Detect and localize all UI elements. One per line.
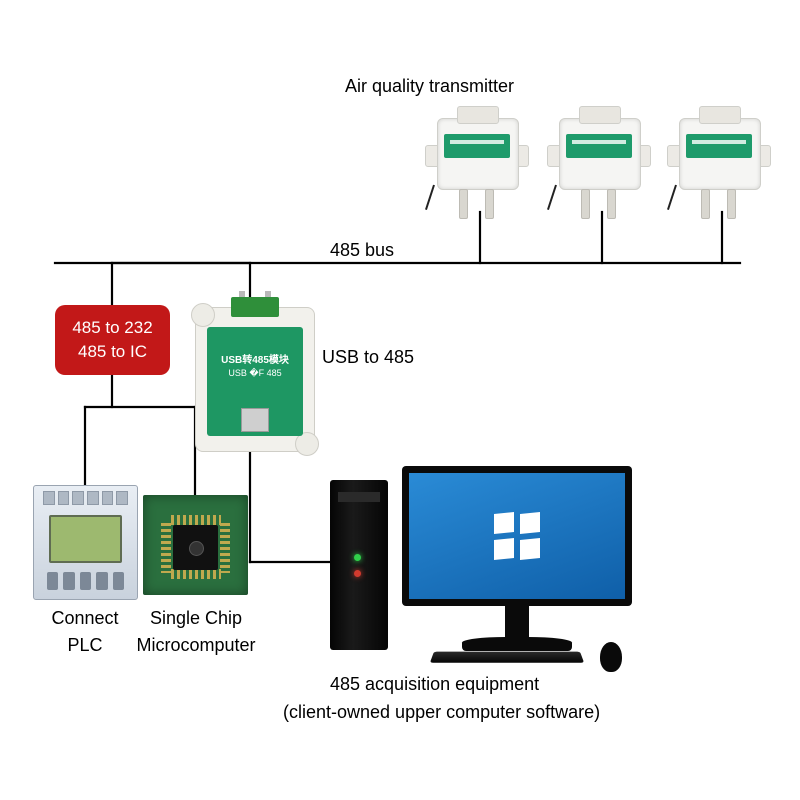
label-mcu-2: Microcomputer	[96, 633, 296, 657]
mouse	[600, 642, 622, 672]
converter-line1: 485 to 232	[72, 316, 152, 340]
windows-icon	[494, 513, 540, 559]
pc-monitor	[402, 466, 632, 651]
air-quality-transmitter-3	[669, 100, 769, 205]
label-air-quality: Air quality transmitter	[345, 74, 514, 98]
label-acq-1: 485 acquisition equipment	[330, 672, 539, 696]
label-usb485: USB to 485	[322, 345, 414, 369]
plc-device	[33, 485, 138, 600]
label-acq-2: (client-owned upper computer software)	[283, 700, 600, 724]
usb-to-485-module: USB转485模块 USB �F 485	[195, 307, 315, 452]
single-chip-microcomputer	[143, 495, 248, 595]
usb485-sub: USB �F 485	[228, 368, 281, 378]
pc-tower	[330, 480, 388, 650]
converter-box: 485 to 232 485 to IC	[55, 305, 170, 375]
keyboard	[430, 652, 584, 663]
label-mcu-1: Single Chip	[96, 606, 296, 630]
air-quality-transmitter-1	[427, 100, 527, 205]
usb485-title: USB转485模块	[207, 351, 303, 366]
converter-line2: 485 to IC	[78, 340, 147, 364]
label-bus: 485 bus	[330, 238, 394, 262]
air-quality-transmitter-2	[549, 100, 649, 205]
